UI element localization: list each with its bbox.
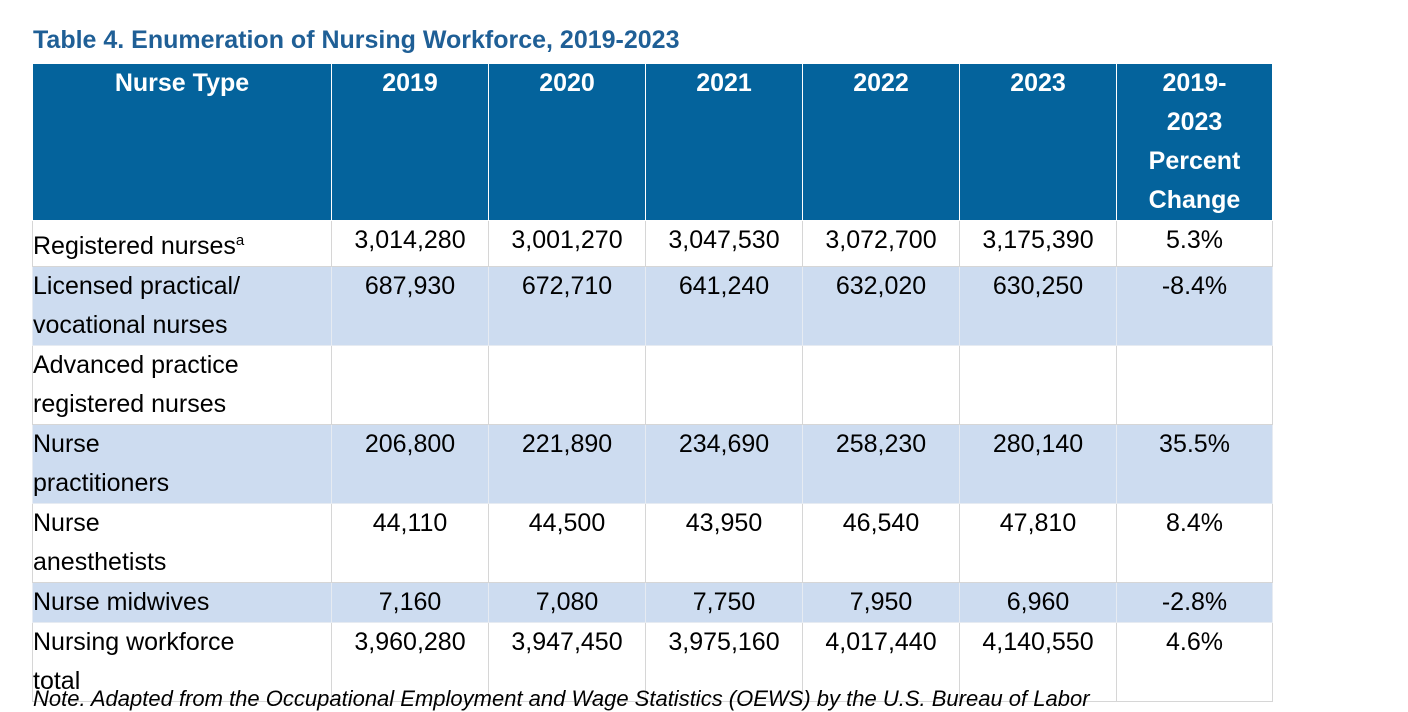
header-pct-line3: Percent [1148, 147, 1241, 175]
header-2022: 2022 [802, 63, 960, 221]
cell-2022: 4,017,440 [802, 622, 960, 702]
row-label: Nursing workforce total [32, 622, 332, 702]
cell-2022: 7,950 [802, 582, 960, 623]
header-pct-line4: Change [1148, 186, 1241, 214]
cell-2020: 44,500 [488, 503, 646, 583]
header-2023: 2023 [959, 63, 1117, 221]
cell-2021: 234,690 [645, 424, 803, 504]
cell-2020: 7,080 [488, 582, 646, 623]
row-label-line2: practitioners [33, 469, 170, 497]
cell-2023: 280,140 [959, 424, 1117, 504]
cell-2023: 3,175,390 [959, 220, 1117, 267]
cell-2023: 47,810 [959, 503, 1117, 583]
cell-percent-change: -2.8% [1116, 582, 1273, 623]
table-row-registered-nurses: Registered nursesa 3,014,280 3,001,270 3… [32, 220, 1273, 267]
row-label-line2: total [33, 667, 81, 695]
cell-percent-change [1116, 345, 1273, 425]
cell-percent-change: -8.4% [1116, 266, 1273, 346]
cell-2020 [488, 345, 646, 425]
row-label-line1: Nursing workforce [33, 628, 235, 656]
table-row-nurse-practitioners: Nurse practitioners 206,800 221,890 234,6… [32, 424, 1273, 504]
cell-2023: 4,140,550 [959, 622, 1117, 702]
cell-2020: 3,947,450 [488, 622, 646, 702]
row-label: Nurse midwives [32, 582, 332, 623]
cell-percent-change: 8.4% [1116, 503, 1273, 583]
cell-2019: 206,800 [331, 424, 489, 504]
cell-2023: 630,250 [959, 266, 1117, 346]
table-row-nurse-midwives: Nurse midwives 7,160 7,080 7,750 7,950 6… [32, 582, 1273, 623]
cell-2020: 3,001,270 [488, 220, 646, 267]
cell-2019 [331, 345, 489, 425]
row-label-line2: registered nurses [33, 390, 227, 418]
cell-2023: 6,960 [959, 582, 1117, 623]
row-label: Licensed practical/vocational nurses [32, 266, 332, 346]
cell-2022: 632,020 [802, 266, 960, 346]
header-2021: 2021 [645, 63, 803, 221]
cell-2021: 43,950 [645, 503, 803, 583]
row-label-line1: Nurse [33, 509, 100, 537]
cell-2021 [645, 345, 803, 425]
cell-percent-change: 35.5% [1116, 424, 1273, 504]
row-label: Nurse practitioners [32, 424, 332, 504]
cell-percent-change: 5.3% [1116, 220, 1273, 267]
row-label-line1: Licensed practical/ [33, 272, 241, 300]
table-row-nursing-workforce-total: Nursing workforce total 3,960,280 3,947,4… [32, 622, 1273, 702]
cell-2019: 687,930 [331, 266, 489, 346]
row-label-line2: vocational nurses [33, 311, 228, 339]
header-2020: 2020 [488, 63, 646, 221]
row-label-line1: Advanced practice [33, 351, 239, 379]
header-pct-line2: 2023 [1166, 108, 1223, 136]
footnote-marker: a [235, 232, 245, 249]
table-title: Table 4. Enumeration of Nursing Workforc… [33, 26, 680, 54]
cell-2022: 46,540 [802, 503, 960, 583]
table-row-advanced-practice-nurses: Advanced practice registered nurses [32, 345, 1273, 425]
row-label: Nurse anesthetists [32, 503, 332, 583]
header-2019: 2019 [331, 63, 489, 221]
cell-2019: 44,110 [331, 503, 489, 583]
cell-2020: 672,710 [488, 266, 646, 346]
cell-2019: 7,160 [331, 582, 489, 623]
cell-2021: 641,240 [645, 266, 803, 346]
table-note: Note. Adapted from the Occupational Empl… [33, 686, 1090, 711]
header-pct-line1: 2019- [1162, 69, 1227, 97]
cell-2022: 3,072,700 [802, 220, 960, 267]
header-nurse-type: Nurse Type [32, 63, 332, 221]
row-label-line1: Nurse [33, 430, 100, 458]
cell-2022: 258,230 [802, 424, 960, 504]
row-label: Registered nursesa [32, 220, 332, 267]
cell-2019: 3,014,280 [331, 220, 489, 267]
row-label-line2: anesthetists [33, 548, 167, 576]
cell-percent-change: 4.6% [1116, 622, 1273, 702]
cell-2022 [802, 345, 960, 425]
cell-2021: 7,750 [645, 582, 803, 623]
header-row: Nurse Type 2019 2020 2021 2022 2023 2019… [32, 63, 1273, 221]
cell-2020: 221,890 [488, 424, 646, 504]
cell-2021: 3,047,530 [645, 220, 803, 267]
cell-2023 [959, 345, 1117, 425]
table-row-nurse-anesthetists: Nurse anesthetists 44,110 44,500 43,950 4… [32, 503, 1273, 583]
cell-2021: 3,975,160 [645, 622, 803, 702]
nursing-workforce-table: Nurse Type 2019 2020 2021 2022 2023 2019… [32, 63, 1273, 702]
table-row-licensed-practical-nurses: Licensed practical/vocational nurses 687… [32, 266, 1273, 346]
header-percent-change: 2019- 2023 Percent Change [1116, 63, 1273, 221]
row-label: Advanced practice registered nurses [32, 345, 332, 425]
row-label-text: Registered nurses [33, 232, 236, 260]
